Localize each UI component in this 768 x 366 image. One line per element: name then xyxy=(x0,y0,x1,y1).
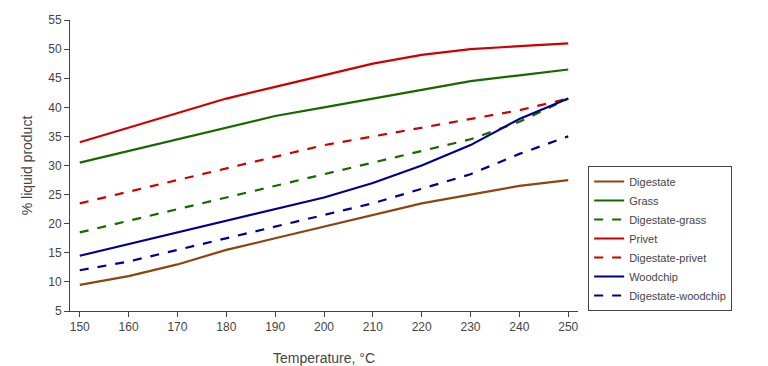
svg-text:Digestate-grass: Digestate-grass xyxy=(629,214,707,226)
svg-text:35: 35 xyxy=(48,130,62,144)
svg-text:% liquid product: % liquid product xyxy=(19,116,35,216)
svg-text:Digestate-privet: Digestate-privet xyxy=(629,252,706,264)
svg-text:55: 55 xyxy=(48,13,62,27)
svg-text:20: 20 xyxy=(48,217,62,231)
svg-text:Digestate: Digestate xyxy=(629,176,675,188)
svg-text:Privet: Privet xyxy=(629,233,657,245)
svg-text:190: 190 xyxy=(265,320,285,334)
svg-text:Digestate-woodchip: Digestate-woodchip xyxy=(629,290,726,302)
svg-text:50: 50 xyxy=(48,42,62,56)
svg-text:240: 240 xyxy=(509,320,529,334)
svg-text:210: 210 xyxy=(363,320,383,334)
svg-text:180: 180 xyxy=(216,320,236,334)
svg-text:200: 200 xyxy=(314,320,334,334)
svg-text:170: 170 xyxy=(167,320,187,334)
svg-text:15: 15 xyxy=(48,246,62,260)
svg-text:Temperature, °C: Temperature, °C xyxy=(273,350,375,366)
svg-text:230: 230 xyxy=(461,320,481,334)
svg-text:10: 10 xyxy=(48,275,62,289)
svg-text:5: 5 xyxy=(55,304,62,318)
svg-text:30: 30 xyxy=(48,159,62,173)
svg-text:160: 160 xyxy=(119,320,139,334)
svg-text:25: 25 xyxy=(48,188,62,202)
svg-text:250: 250 xyxy=(558,320,578,334)
svg-text:40: 40 xyxy=(48,101,62,115)
svg-text:Woodchip: Woodchip xyxy=(629,271,678,283)
svg-text:Grass: Grass xyxy=(629,195,659,207)
svg-text:150: 150 xyxy=(70,320,90,334)
svg-text:45: 45 xyxy=(48,71,62,85)
svg-text:220: 220 xyxy=(412,320,432,334)
